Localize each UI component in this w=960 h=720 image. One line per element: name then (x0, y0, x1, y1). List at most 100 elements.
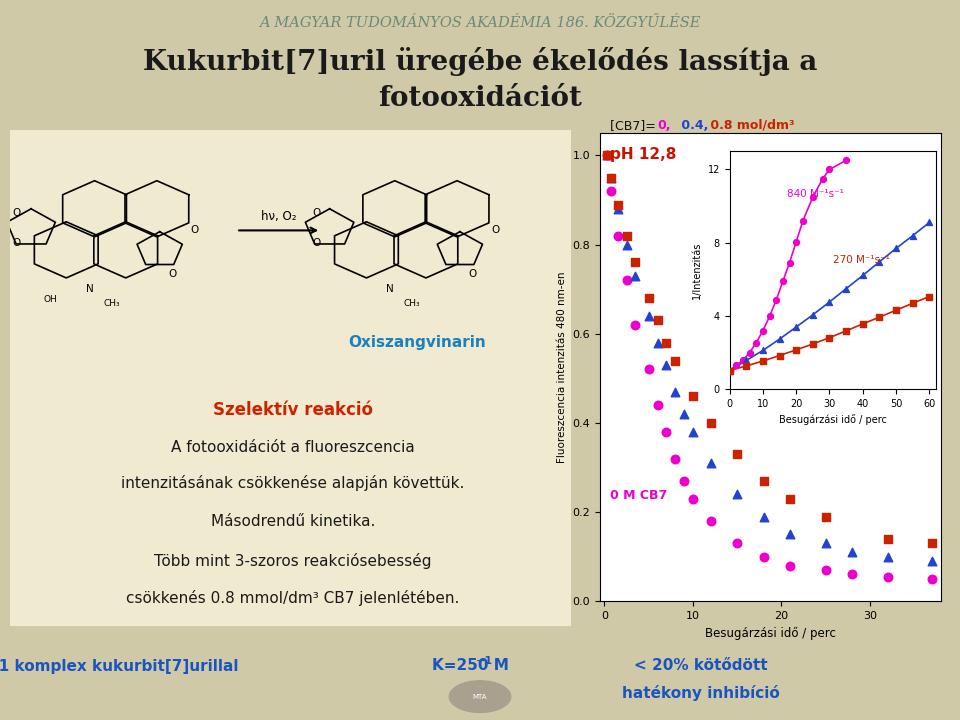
Text: Másodrendű kinetika.: Másodrendű kinetika. (210, 514, 375, 528)
Point (650, 400, 665, 411)
Point (599, 150, 614, 161)
Point (603, 185, 618, 197)
Point (756, 475, 772, 487)
Point (805, 191, 821, 202)
Text: OH: OH (43, 295, 58, 304)
Text: K=250 M: K=250 M (432, 659, 509, 673)
Point (788, 236, 804, 248)
Point (599, 150, 614, 161)
Point (922, 291, 937, 302)
Point (703, 417, 718, 428)
Point (924, 538, 940, 549)
Point (756, 325, 771, 336)
Point (924, 555, 940, 567)
Point (722, 365, 737, 377)
Point (685, 426, 701, 438)
Point (822, 332, 837, 343)
Point (888, 305, 903, 316)
Text: O: O (313, 238, 321, 248)
Point (735, 354, 751, 366)
Point (772, 333, 787, 345)
Point (667, 355, 683, 366)
Point (628, 319, 643, 330)
Point (722, 365, 737, 377)
Point (722, 365, 737, 377)
Text: CH₃: CH₃ (103, 300, 120, 308)
Text: hatékony inhibíció: hatékony inhibíció (622, 685, 780, 701)
Point (667, 386, 683, 397)
Point (730, 488, 745, 500)
X-axis label: Besugárzási idő / perc: Besugárzási idő / perc (779, 414, 887, 425)
Point (838, 325, 853, 337)
Point (905, 297, 921, 309)
Point (781, 257, 797, 269)
Point (628, 270, 643, 282)
Point (924, 573, 940, 585)
Point (880, 533, 896, 544)
Point (838, 283, 853, 294)
Text: 840 M⁻¹s⁻¹: 840 M⁻¹s⁻¹ (787, 189, 844, 199)
Point (815, 173, 830, 184)
Point (905, 230, 921, 241)
Text: pH 12,8: pH 12,8 (611, 148, 677, 162)
Point (772, 350, 787, 361)
Text: CH₃: CH₃ (403, 300, 420, 308)
Text: Több mint 3-szoros reakciósebesség: Több mint 3-szoros reakciósebesség (154, 553, 432, 569)
Text: Szelektív reakció: Szelektív reakció (213, 401, 372, 419)
Text: 0.8 mol/dm³: 0.8 mol/dm³ (706, 119, 794, 132)
Point (822, 296, 837, 307)
Point (880, 571, 896, 582)
Point (628, 257, 643, 269)
Point (880, 551, 896, 562)
Text: [CB7]=: [CB7]= (610, 119, 660, 132)
Point (888, 243, 903, 254)
Text: O: O (492, 225, 499, 235)
Text: A MAGYAR TUDOMÁNYOS AKADÉMIA 186. KÖZGYŰLÉSE: A MAGYAR TUDOMÁNYOS AKADÉMIA 186. KÖZGYŰ… (259, 16, 701, 30)
Text: intenzitásának csökkenése alapján követtük.: intenzitásának csökkenése alapján követt… (121, 474, 465, 490)
Point (769, 294, 784, 306)
Text: Oxiszangvinarin: Oxiszangvinarin (348, 335, 487, 350)
Point (838, 155, 853, 166)
Text: 0,: 0, (658, 119, 671, 132)
Point (677, 475, 692, 487)
Point (872, 311, 887, 323)
Point (703, 516, 718, 527)
Point (641, 310, 657, 322)
Point (610, 230, 625, 241)
Point (610, 203, 625, 215)
Point (818, 564, 833, 576)
Text: O: O (468, 269, 476, 279)
Text: O: O (12, 208, 21, 218)
Point (805, 309, 821, 320)
Point (749, 337, 764, 348)
Point (795, 215, 810, 227)
Text: O: O (191, 225, 199, 235)
Text: O: O (313, 208, 321, 218)
Point (782, 559, 798, 571)
Point (659, 359, 674, 371)
Text: 0 M CB7: 0 M CB7 (611, 489, 667, 502)
Point (650, 337, 665, 348)
Point (677, 408, 692, 420)
Point (845, 546, 860, 558)
Text: O: O (12, 238, 21, 248)
Circle shape (449, 681, 511, 713)
Point (650, 315, 665, 326)
Point (756, 551, 772, 562)
Point (659, 426, 674, 438)
Text: MTA: MTA (472, 693, 488, 700)
Point (756, 345, 771, 356)
Point (788, 344, 804, 356)
Point (703, 457, 718, 469)
Point (738, 360, 754, 372)
Point (922, 217, 937, 228)
Point (730, 538, 745, 549)
Point (603, 172, 618, 184)
Point (610, 199, 625, 210)
Point (775, 276, 790, 287)
Text: Kukurbit[7]uril üregébe ékelődés lassítja a: Kukurbit[7]uril üregébe ékelődés lassítj… (143, 47, 817, 76)
Point (659, 337, 674, 348)
Point (619, 230, 635, 241)
Text: 270 M⁻¹s⁻¹: 270 M⁻¹s⁻¹ (832, 256, 890, 266)
Point (641, 292, 657, 304)
